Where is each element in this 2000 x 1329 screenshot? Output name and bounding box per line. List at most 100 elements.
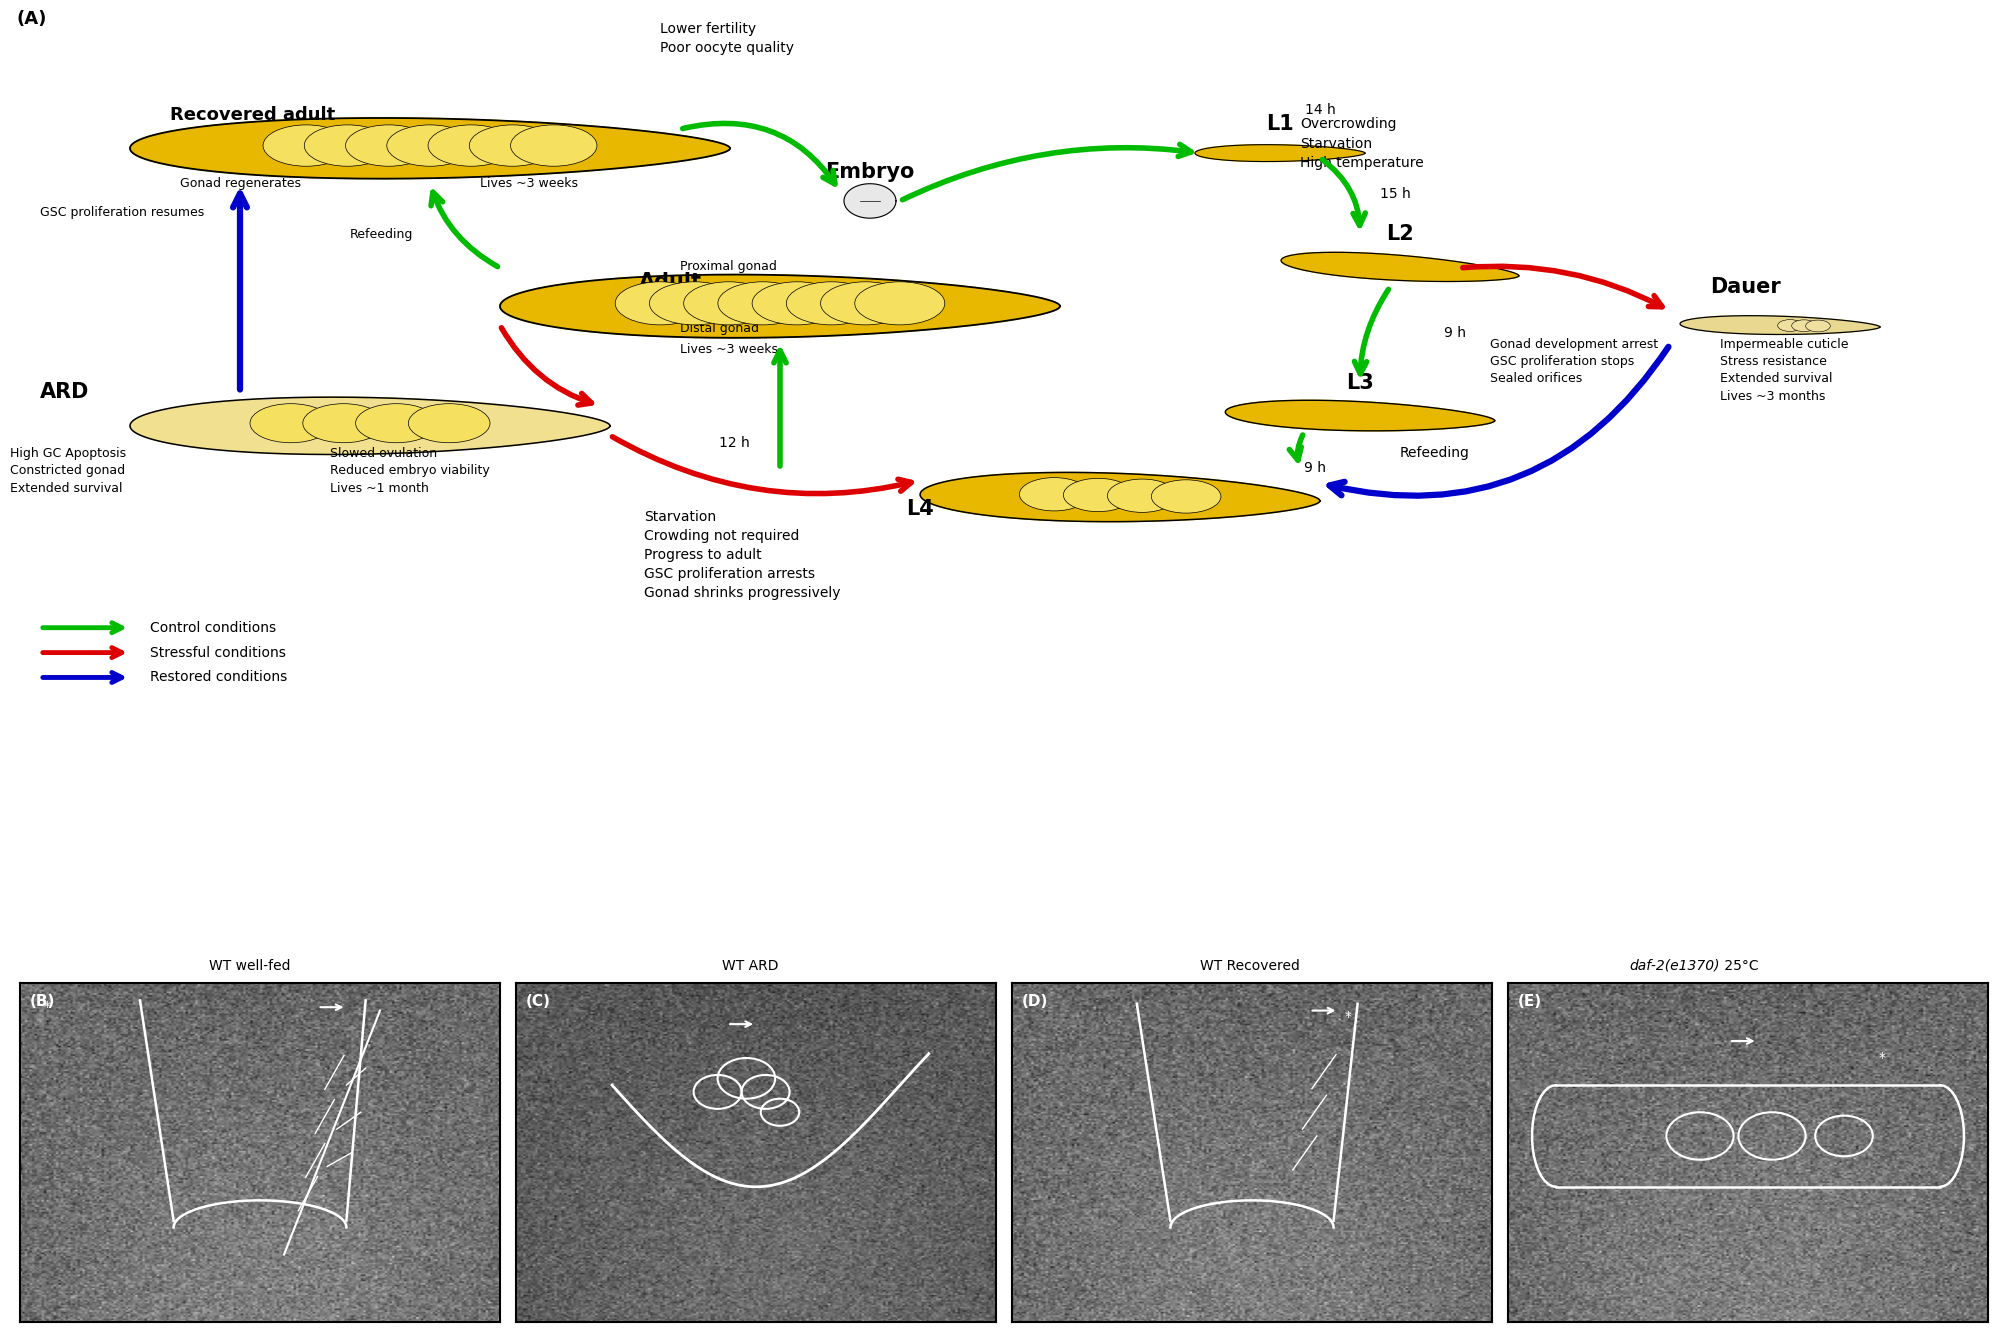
- Text: Control conditions: Control conditions: [150, 621, 276, 635]
- Text: WT Recovered: WT Recovered: [1200, 958, 1300, 973]
- Circle shape: [346, 125, 432, 166]
- Text: Poor oocyte quality: Poor oocyte quality: [660, 41, 794, 54]
- Text: High GC Apoptosis: High GC Apoptosis: [10, 447, 126, 460]
- Text: Refeeding: Refeeding: [1400, 445, 1470, 460]
- Polygon shape: [1282, 253, 1518, 282]
- Text: (A): (A): [16, 9, 46, 28]
- FancyArrowPatch shape: [1462, 266, 1662, 307]
- Text: Crowding not required: Crowding not required: [644, 529, 800, 542]
- FancyArrowPatch shape: [612, 437, 912, 493]
- Polygon shape: [1196, 145, 1364, 162]
- Text: (E): (E): [1518, 994, 1542, 1009]
- Text: Lives ~3 weeks: Lives ~3 weeks: [680, 343, 778, 356]
- Text: Embryo: Embryo: [826, 162, 914, 182]
- Circle shape: [854, 282, 944, 324]
- Text: Extended survival: Extended survival: [10, 481, 122, 494]
- Text: (C): (C): [526, 994, 550, 1009]
- Circle shape: [650, 282, 740, 324]
- Text: L2: L2: [1386, 225, 1414, 245]
- FancyArrowPatch shape: [1330, 347, 1668, 496]
- Circle shape: [510, 125, 596, 166]
- FancyArrowPatch shape: [234, 194, 246, 389]
- Text: Overcrowding: Overcrowding: [1300, 117, 1396, 132]
- Text: *: *: [1878, 1051, 1886, 1065]
- Text: Dauer: Dauer: [1710, 276, 1780, 298]
- Text: 9 h: 9 h: [1304, 461, 1326, 474]
- Text: Gonad development arrest: Gonad development arrest: [1490, 338, 1658, 351]
- Text: Starvation: Starvation: [1300, 137, 1372, 150]
- Text: Reduced embryo viability: Reduced embryo viability: [330, 464, 490, 477]
- Circle shape: [684, 282, 774, 324]
- Circle shape: [264, 125, 350, 166]
- Text: Progress to adult: Progress to adult: [644, 548, 762, 562]
- Text: Stressful conditions: Stressful conditions: [150, 646, 286, 659]
- Text: Recovered adult: Recovered adult: [170, 106, 336, 124]
- Polygon shape: [1226, 400, 1494, 431]
- Text: GSC proliferation resumes: GSC proliferation resumes: [40, 206, 204, 219]
- Text: Refeeding: Refeeding: [350, 229, 414, 241]
- Text: *: *: [44, 1001, 52, 1014]
- Text: *: *: [1344, 1010, 1352, 1025]
- Text: Restored conditions: Restored conditions: [150, 670, 288, 684]
- Text: 15 h: 15 h: [1380, 187, 1410, 201]
- Text: ARD: ARD: [40, 383, 90, 403]
- FancyArrowPatch shape: [42, 623, 122, 633]
- FancyArrowPatch shape: [1354, 290, 1388, 373]
- FancyArrowPatch shape: [42, 672, 122, 683]
- Circle shape: [718, 282, 808, 324]
- Circle shape: [820, 282, 910, 324]
- FancyArrowPatch shape: [1290, 435, 1302, 460]
- Circle shape: [1778, 319, 1802, 331]
- Text: High temperature: High temperature: [1300, 155, 1424, 170]
- Text: daf-2(e1370): daf-2(e1370): [1630, 958, 1720, 973]
- Text: 14 h: 14 h: [1304, 104, 1336, 117]
- Text: GSC proliferation stops: GSC proliferation stops: [1490, 355, 1634, 368]
- Text: Slowed ovulation: Slowed ovulation: [330, 447, 438, 460]
- Text: Lower fertility: Lower fertility: [660, 21, 756, 36]
- Text: Constricted gonad: Constricted gonad: [10, 464, 126, 477]
- Circle shape: [1806, 320, 1830, 332]
- Circle shape: [356, 404, 438, 443]
- FancyArrowPatch shape: [902, 145, 1192, 199]
- FancyArrowPatch shape: [502, 328, 592, 405]
- FancyArrowPatch shape: [432, 193, 498, 267]
- Text: Sealed orifices: Sealed orifices: [1490, 372, 1582, 385]
- Text: GSC proliferation arrests: GSC proliferation arrests: [644, 567, 816, 581]
- Circle shape: [1020, 477, 1090, 510]
- Text: Starvation: Starvation: [644, 510, 716, 524]
- Text: 12 h: 12 h: [718, 436, 750, 451]
- Circle shape: [302, 404, 384, 443]
- FancyArrowPatch shape: [774, 351, 786, 466]
- Text: Distal gonad: Distal gonad: [680, 322, 760, 335]
- Circle shape: [386, 125, 474, 166]
- Circle shape: [1064, 478, 1132, 512]
- Text: L4: L4: [906, 500, 934, 520]
- Circle shape: [1152, 480, 1220, 513]
- Circle shape: [752, 282, 842, 324]
- FancyArrowPatch shape: [1322, 159, 1366, 226]
- Text: L1: L1: [1266, 114, 1294, 134]
- Text: Extended survival: Extended survival: [1720, 372, 1832, 385]
- Circle shape: [616, 282, 706, 324]
- Text: 9 h: 9 h: [1444, 326, 1466, 340]
- Text: Gonad shrinks progressively: Gonad shrinks progressively: [644, 586, 840, 601]
- FancyArrowPatch shape: [42, 647, 122, 658]
- Polygon shape: [130, 397, 610, 455]
- Polygon shape: [920, 472, 1320, 522]
- Polygon shape: [500, 275, 1060, 338]
- Circle shape: [304, 125, 390, 166]
- Text: Proximal gonad: Proximal gonad: [680, 259, 776, 272]
- Polygon shape: [844, 183, 896, 218]
- Text: Adult: Adult: [638, 272, 702, 292]
- Circle shape: [428, 125, 514, 166]
- Text: (B): (B): [30, 994, 54, 1009]
- Circle shape: [1792, 320, 1816, 332]
- Text: Gonad regenerates: Gonad regenerates: [180, 177, 300, 190]
- Circle shape: [408, 404, 490, 443]
- Circle shape: [786, 282, 876, 324]
- Circle shape: [1108, 478, 1176, 513]
- Text: Impermeable cuticle: Impermeable cuticle: [1720, 338, 1848, 351]
- FancyArrowPatch shape: [682, 124, 834, 183]
- Text: Lives ~3 weeks: Lives ~3 weeks: [480, 177, 578, 190]
- Text: Lives ~1 month: Lives ~1 month: [330, 481, 428, 494]
